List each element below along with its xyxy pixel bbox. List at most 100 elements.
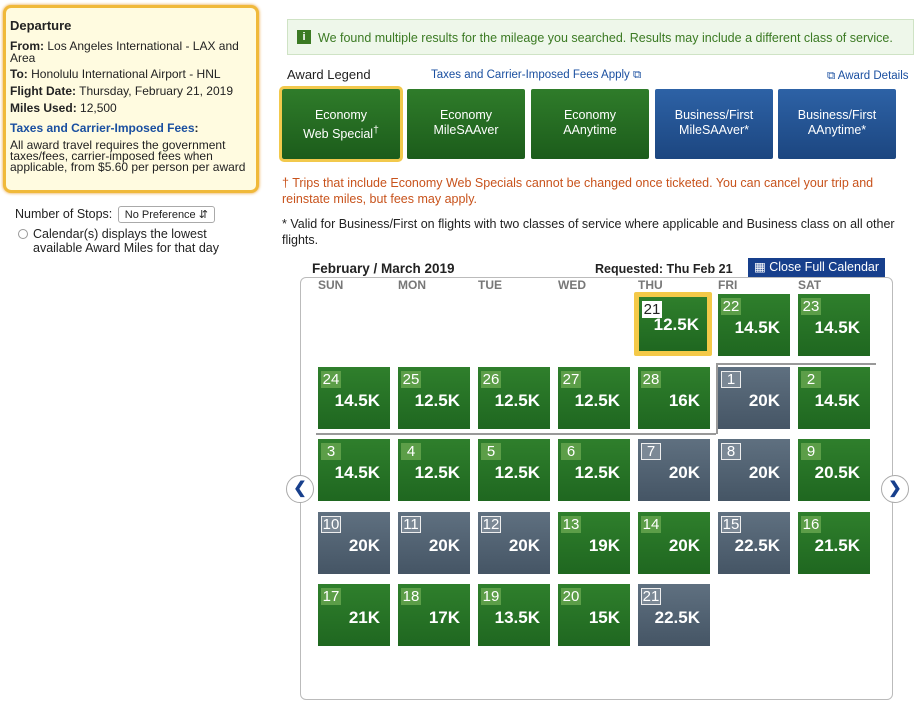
day-cell[interactable]: 14 20K <box>638 511 710 574</box>
day-cell[interactable]: 15 22.5K <box>718 511 790 574</box>
legend-button[interactable]: Economy AAnytime <box>531 89 649 159</box>
line1: Economy <box>314 108 368 122</box>
day-cell[interactable]: 1 20K <box>718 366 790 429</box>
day-number: 2 <box>801 370 821 388</box>
day-cell[interactable]: 23 14.5K <box>798 294 870 356</box>
miles: 21K <box>348 608 380 627</box>
miles: 15K <box>588 608 620 627</box>
miles: 12.5K <box>414 463 460 482</box>
day-number: 12 <box>481 515 501 533</box>
label: To: <box>10 67 28 81</box>
close-calendar[interactable]: ▦ Close Full Calendar <box>748 258 885 277</box>
day-cell[interactable]: 22 14.5K <box>718 294 790 356</box>
day-number: 21 <box>641 588 661 605</box>
day-cell[interactable]: 27 12.5K <box>558 366 630 429</box>
miles: 20K <box>428 535 460 555</box>
day-cell[interactable]: 12 20K <box>478 511 550 574</box>
day-cell[interactable]: 20 15K <box>558 584 630 646</box>
day-cell[interactable]: 8 20K <box>718 439 790 501</box>
day-cell[interactable]: 3 14.5K <box>318 439 390 501</box>
weekday: TUE <box>478 278 502 292</box>
notice-text: We found multiple results for the mileag… <box>318 31 893 45</box>
stops: Number of Stops: No Preference ⇵ <box>15 206 215 223</box>
miles: 17K <box>428 608 460 627</box>
day-number: 7 <box>641 443 661 460</box>
day-cell[interactable]: 21 12.5K <box>639 297 707 351</box>
day-cell[interactable]: 10 20K <box>318 511 390 574</box>
day-number: 20 <box>561 588 581 605</box>
requested: Requested: Thu Feb 21 <box>595 262 733 276</box>
note: * Valid for Business/First on flights wi… <box>282 217 895 247</box>
day-number: 28 <box>641 370 661 388</box>
panel-title: Departure <box>10 18 252 33</box>
day-cell[interactable]: 16 21.5K <box>798 511 870 574</box>
legend-button[interactable]: Economy Web Special† <box>279 86 403 162</box>
line2: MileSAAver* <box>655 123 773 138</box>
date: Thursday, February 21, 2019 <box>79 84 233 98</box>
day-cell[interactable]: 24 14.5K <box>318 366 390 429</box>
prev-button[interactable]: ❮ <box>286 475 314 503</box>
day-cell[interactable]: 28 16K <box>638 366 710 429</box>
miles: 14.5K <box>814 318 860 337</box>
fees-note: All award travel requires the government… <box>10 138 246 174</box>
miles: 20K <box>508 535 540 555</box>
weekday: WED <box>558 278 586 292</box>
day-cell[interactable]: 25 12.5K <box>398 366 470 429</box>
miles: 12.5K <box>494 390 540 410</box>
day-cell[interactable]: 5 12.5K <box>478 439 550 501</box>
note: † Trips that include Economy Web Special… <box>282 176 874 206</box>
mark: † <box>373 125 379 136</box>
fees-link[interactable]: Taxes and Carrier-Imposed Fees <box>10 121 195 135</box>
day-cell[interactable]: 21 22.5K <box>638 584 710 646</box>
legend-button[interactable]: Business/First AAnytime* <box>778 89 896 159</box>
day-number: 11 <box>401 515 421 533</box>
value: No Preference <box>124 209 196 221</box>
miles: 20K <box>748 390 780 410</box>
miles: 12.5K <box>574 390 620 410</box>
day-number: 14 <box>641 515 661 533</box>
miles: 13.5K <box>494 608 540 627</box>
miles: 12,500 <box>80 101 117 115</box>
miles: 20K <box>348 535 380 555</box>
day-cell[interactable]: 2 14.5K <box>798 366 870 429</box>
weekday: MON <box>398 278 426 292</box>
day-cell[interactable]: 26 12.5K <box>478 366 550 429</box>
day-number: 25 <box>401 370 421 388</box>
title: Departure <box>10 18 72 33</box>
day-number: 5 <box>481 443 501 460</box>
day-cell[interactable]: 19 13.5K <box>478 584 550 646</box>
next-button[interactable]: ❯ <box>881 475 909 503</box>
legend-button[interactable]: Business/First MileSAAver* <box>655 89 773 159</box>
day-number: 3 <box>321 443 341 460</box>
fees-link[interactable]: Taxes and Carrier-Imposed Fees Apply ⧉ <box>431 69 642 81</box>
calendar-title: February / March 2019 <box>312 261 455 276</box>
to: Honolulu International Airport - HNL <box>31 67 221 81</box>
miles: 22.5K <box>654 608 700 627</box>
day-cell[interactable]: 11 20K <box>398 511 470 574</box>
notice: i We found multiple results for the milea… <box>287 19 914 55</box>
info-icon: i <box>297 30 311 44</box>
legend-button[interactable]: Economy MileSAAver <box>407 89 525 159</box>
weekday: SAT <box>798 278 822 292</box>
miles: 19K <box>588 535 620 555</box>
day-cell[interactable]: 9 20.5K <box>798 439 870 501</box>
day-number: 21 <box>642 301 662 318</box>
stops-select[interactable]: No Preference ⇵ <box>117 206 215 223</box>
day-number: 24 <box>321 370 341 388</box>
radio[interactable] <box>18 229 28 239</box>
line2: AAnytime* <box>778 123 896 138</box>
departure-panel: Departure From: Los Angeles Internationa… <box>3 5 259 193</box>
day-cell[interactable]: 6 12.5K <box>558 439 630 501</box>
day-cell[interactable]: 7 20K <box>638 439 710 501</box>
day-cell[interactable]: 18 17K <box>398 584 470 646</box>
day-number: 15 <box>721 515 741 533</box>
miles: 12.5K <box>653 315 699 334</box>
legend-title: Award Legend <box>287 67 371 82</box>
day-cell[interactable]: 13 19K <box>558 511 630 574</box>
day-number: 13 <box>561 515 581 533</box>
miles: 20K <box>668 463 700 482</box>
details-link[interactable]: ⧉ Award Details <box>827 70 909 82</box>
day-cell[interactable]: 17 21K <box>318 584 390 646</box>
miles: 12.5K <box>494 463 540 482</box>
day-cell[interactable]: 4 12.5K <box>398 439 470 501</box>
